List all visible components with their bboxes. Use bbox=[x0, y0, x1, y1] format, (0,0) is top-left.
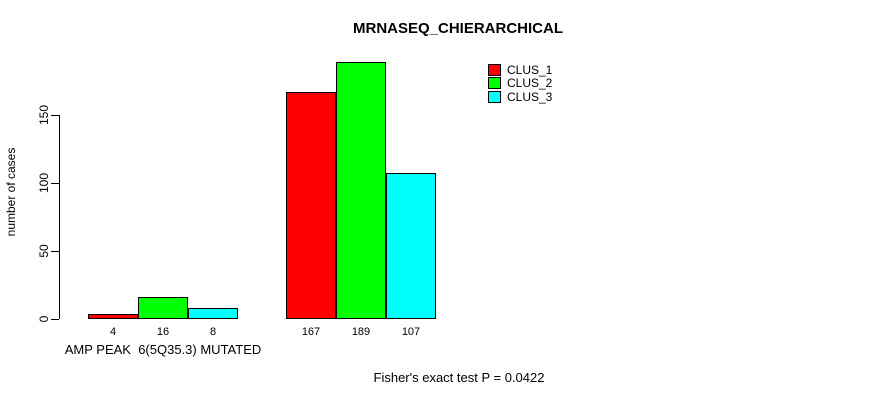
legend-swatch-icon bbox=[488, 90, 501, 103]
bar-clus_3-group2 bbox=[386, 173, 436, 319]
legend-label: CLUS_2 bbox=[507, 76, 553, 91]
bar-clus_3-group1 bbox=[188, 308, 238, 319]
legend-item-clus_3: CLUS_3 bbox=[488, 90, 552, 104]
y-tick bbox=[51, 319, 59, 320]
y-tick-label: 150 bbox=[37, 104, 51, 126]
bar-value-label: 107 bbox=[401, 326, 421, 338]
bar-clus_1-group1 bbox=[88, 314, 138, 319]
category-label: AMP PEAK 6(5Q35.3) MUTATED bbox=[64, 342, 262, 357]
y-tick bbox=[51, 115, 59, 116]
bar-value-label: 8 bbox=[209, 326, 217, 338]
y-tick bbox=[51, 183, 59, 184]
y-axis-title: number of cases bbox=[4, 147, 18, 237]
y-axis-line bbox=[59, 115, 60, 319]
bar-clus_2-group2 bbox=[336, 62, 386, 319]
bar-value-label: 4 bbox=[109, 326, 117, 338]
y-tick-label: 100 bbox=[37, 172, 51, 194]
legend-item-clus_1: CLUS_1 bbox=[488, 63, 552, 77]
y-tick-label: 50 bbox=[37, 244, 51, 258]
legend-item-clus_2: CLUS_2 bbox=[488, 76, 553, 91]
bar-value-label: 167 bbox=[301, 326, 321, 338]
fisher-test-annotation: Fisher's exact test P = 0.0422 bbox=[373, 370, 545, 385]
bar-clus_1-group2 bbox=[286, 92, 336, 319]
chart-title: MRNASEQ_CHIERARCHICAL bbox=[352, 20, 564, 37]
legend-label: CLUS_3 bbox=[507, 89, 553, 104]
y-tick-label: 0 bbox=[37, 315, 51, 323]
bar-clus_2-group1 bbox=[138, 297, 188, 319]
legend-swatch-icon bbox=[488, 77, 501, 90]
legend-swatch-icon bbox=[488, 63, 501, 76]
y-tick bbox=[51, 251, 59, 252]
legend: CLUS_1 CLUS_2 CLUS_3 bbox=[488, 63, 552, 104]
legend-label: CLUS_1 bbox=[507, 62, 553, 77]
bar-value-label: 189 bbox=[351, 326, 371, 338]
bar-value-label: 16 bbox=[156, 326, 170, 338]
